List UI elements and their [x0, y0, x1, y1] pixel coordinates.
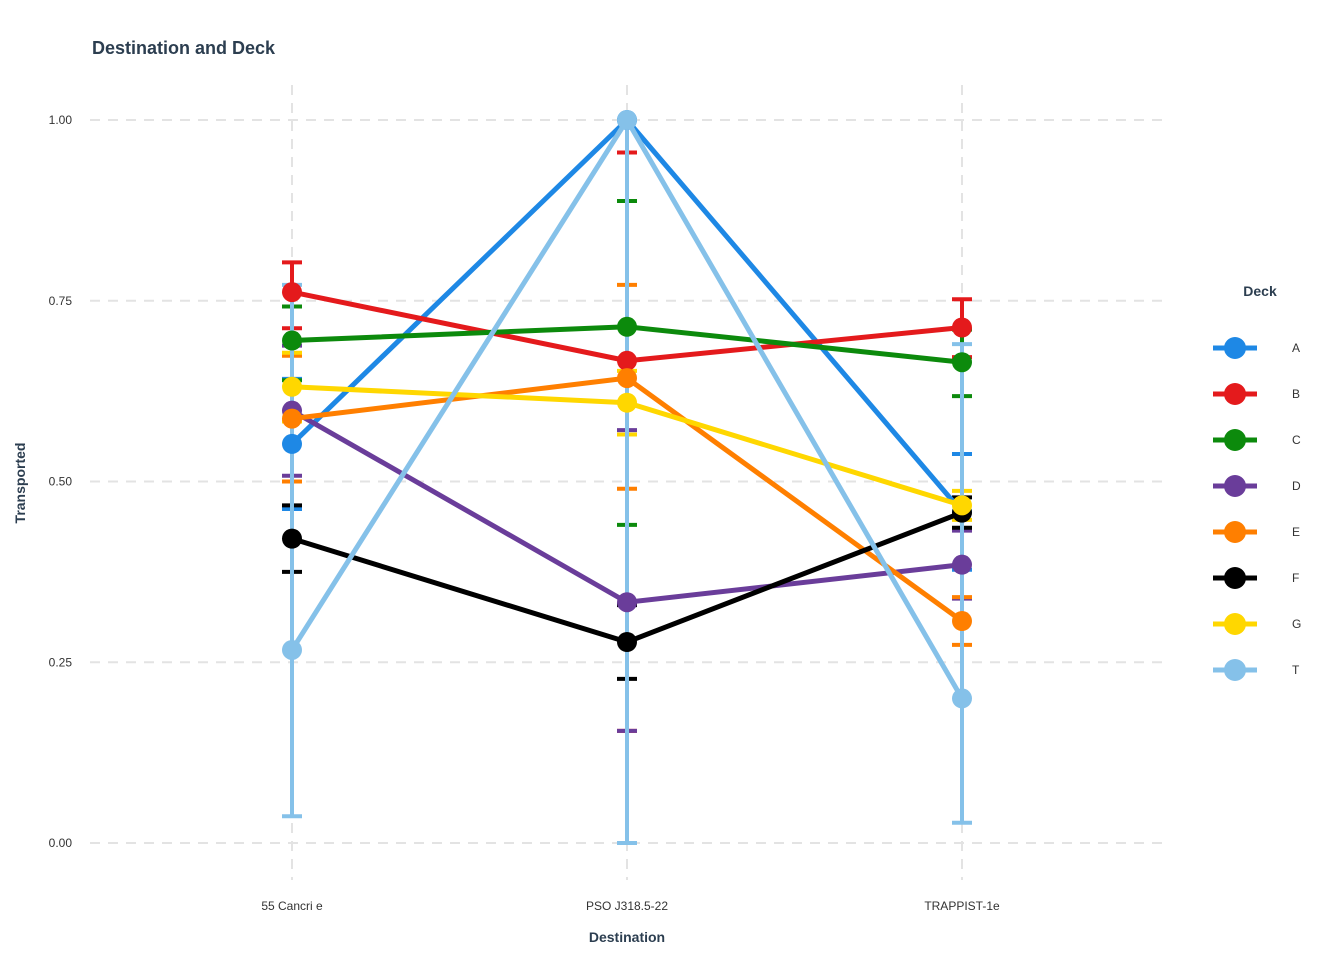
legend-item-t: T [1213, 659, 1300, 681]
data-point-c [617, 316, 637, 337]
data-point-e [617, 368, 637, 389]
x-tick-label: PSO J318.5-22 [586, 899, 668, 913]
legend-swatch-point [1224, 659, 1246, 681]
data-point-c [952, 352, 972, 373]
legend-swatch-point [1224, 567, 1246, 589]
data-point-e [282, 408, 302, 429]
data-point-f [282, 528, 302, 549]
y-tick-label: 0.50 [49, 475, 73, 489]
legend-swatch-point [1224, 383, 1246, 405]
legend-item-e: E [1213, 521, 1300, 543]
legend-swatch-point [1224, 337, 1246, 359]
data-point-t [282, 639, 302, 660]
legend-label: G [1292, 617, 1301, 631]
legend-label: A [1292, 341, 1300, 355]
legend-item-d: D [1213, 475, 1301, 497]
data-point-g [282, 376, 302, 397]
x-tick-label: 55 Cancri e [261, 899, 323, 913]
y-tick-label: 0.00 [49, 836, 73, 850]
data-point-e [952, 611, 972, 632]
legend-item-c: C [1213, 429, 1301, 451]
data-point-t [952, 688, 972, 709]
legend-swatch-point [1224, 429, 1246, 451]
data-point-a [282, 433, 302, 454]
data-point-d [952, 554, 972, 575]
x-axis-title: Destination [589, 929, 665, 945]
legend-label: T [1292, 663, 1300, 677]
data-point-g [617, 392, 637, 413]
legend: Deck A B C D E F G T [1213, 283, 1301, 681]
legend-item-g: G [1213, 613, 1301, 635]
legend-item-f: F [1213, 567, 1299, 589]
data-point-b [282, 282, 302, 303]
error-bar-t [282, 282, 302, 819]
x-tick-label: TRAPPIST-1e [924, 899, 1000, 913]
legend-swatch-point [1224, 613, 1246, 635]
data-point-f [617, 632, 637, 653]
y-axis-title: Transported [12, 443, 28, 524]
legend-label: B [1292, 387, 1300, 401]
legend-item-a: A [1213, 337, 1300, 359]
data-point-g [952, 495, 972, 516]
data-point-b [952, 317, 972, 338]
series-layer [282, 110, 972, 845]
data-point-d [617, 592, 637, 613]
data-point-b [617, 350, 637, 371]
legend-item-b: B [1213, 383, 1300, 405]
y-tick-label: 0.75 [49, 294, 73, 308]
legend-label: F [1292, 571, 1299, 585]
legend-title: Deck [1243, 283, 1277, 299]
data-point-c [282, 330, 302, 351]
x-axis: 55 Cancri e PSO J318.5-22 TRAPPIST-1e [261, 899, 1000, 913]
legend-swatch-point [1224, 475, 1246, 497]
data-point-t [617, 110, 637, 130]
legend-label: C [1292, 433, 1301, 447]
chart-title: Destination and Deck [92, 38, 276, 58]
legend-label: E [1292, 525, 1300, 539]
y-tick-label: 1.00 [49, 113, 73, 127]
error-bar-t [952, 342, 972, 825]
legend-swatch-point [1224, 521, 1246, 543]
y-tick-label: 0.25 [49, 655, 73, 669]
legend-label: D [1292, 479, 1301, 493]
y-axis: 0.00 0.25 0.50 0.75 1.00 [49, 113, 73, 850]
